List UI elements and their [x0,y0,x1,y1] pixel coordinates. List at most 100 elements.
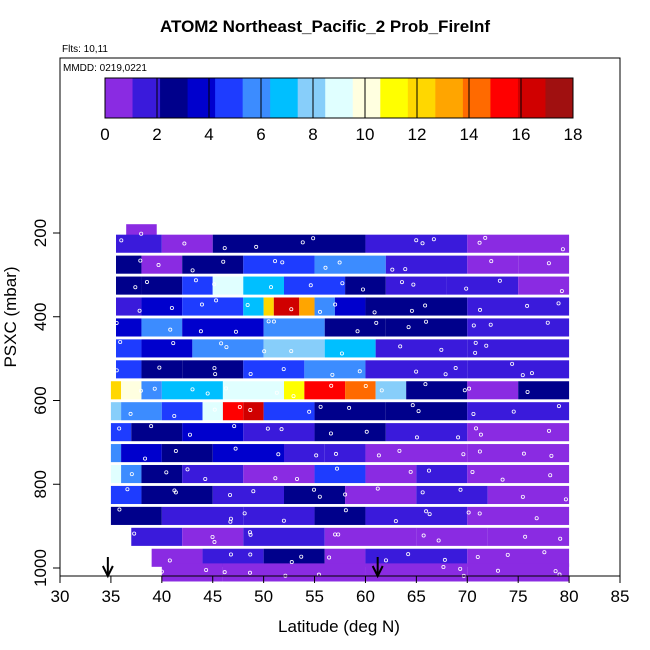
sample-dot [375,486,380,491]
sample-dot [317,309,322,314]
y-tick-label: 800 [31,470,50,498]
heat-cell [334,297,366,316]
heat-cell [121,381,142,400]
sample-dot [222,570,227,575]
heat-cell [467,464,570,484]
sample-dot [212,407,217,412]
heat-cell [182,318,264,337]
sample-dot [423,382,428,387]
sample-dot [511,409,516,414]
sample-dot [199,302,204,307]
sample-dot [167,558,172,563]
heat-cell [212,444,284,463]
sample-dot [314,453,319,458]
sample-dot [441,565,446,570]
heat-cell [518,255,570,274]
sample-dot [269,285,274,290]
sample-dot [333,532,338,537]
sample-dot [442,557,447,562]
sample-dot [138,258,143,263]
sample-dot [374,320,379,325]
sample-dot [529,371,534,376]
sample-dot [360,287,365,292]
sample-dot [212,282,217,287]
heat-cell [182,527,244,546]
sample-dot [335,466,340,471]
sample-dot [152,386,157,391]
heat-cell [110,485,142,505]
sample-dot [477,449,482,454]
heat-cell [324,444,366,463]
sample-dot [546,261,551,266]
sample-dot [247,570,252,575]
sample-dot [443,372,448,377]
heat-cell [182,360,244,379]
dates-note: MMDD: 0219,0221 [63,63,147,74]
sample-dot [376,453,381,458]
sample-dot [271,319,276,324]
sample-dot [478,307,483,312]
sample-dot [333,451,338,456]
heat-cell [182,464,244,484]
heat-cell [182,255,244,274]
sample-dot [489,259,494,264]
sample-dot [289,307,294,312]
sample-dot [495,568,500,573]
heat-cell [365,464,417,484]
heat-cell [116,339,142,358]
heat-cell [324,527,417,546]
sample-dot [265,426,270,431]
sample-dot [458,487,463,492]
heat-cell [116,297,142,316]
sample-dot [318,404,323,409]
heat-cell [324,339,376,358]
sample-dot [149,424,154,429]
sample-dot [222,246,227,251]
sample-dot [273,476,278,481]
heat-cell [212,276,244,295]
colorbar-tick-label: 8 [308,125,317,144]
sample-dot [393,519,398,524]
sample-dot [505,552,510,557]
sample-dot [212,540,217,545]
sample-dot [219,341,224,346]
heat-cell [141,276,183,295]
sample-dot [379,388,384,393]
sample-dot [248,552,253,557]
sample-dot [143,456,148,461]
x-tick-label: 80 [560,587,579,606]
heat-cell [345,276,386,295]
colorbar-segment [490,78,519,118]
heat-cell [202,402,223,421]
colorbar-tick-label: 16 [512,125,531,144]
sample-dot [471,323,476,328]
sample-dot [307,409,312,414]
x-tick-label: 35 [101,587,120,606]
sample-dot [553,569,558,574]
y-tick-label: 200 [31,219,50,247]
heat-cell [141,255,183,274]
sample-dot [343,508,348,513]
heat-cell [467,297,570,316]
heat-cell [416,485,488,505]
sample-dot [488,322,493,327]
heat-cell [284,444,325,463]
sample-dot [470,469,475,474]
heat-cell [299,297,315,316]
heat-cell [345,485,417,505]
sample-dot [273,259,278,264]
sample-dot [406,325,411,330]
sample-dot [187,432,192,437]
sample-dot [424,319,429,324]
sample-dot [399,280,404,285]
sample-dot [224,386,229,391]
heat-cell [121,464,142,484]
sample-dot [337,260,342,265]
sample-dot [383,558,388,563]
heat-cell [467,318,570,337]
sample-dot [198,329,203,334]
sample-dot [355,329,360,334]
heat-cell [314,402,386,421]
sample-dot [563,497,568,502]
